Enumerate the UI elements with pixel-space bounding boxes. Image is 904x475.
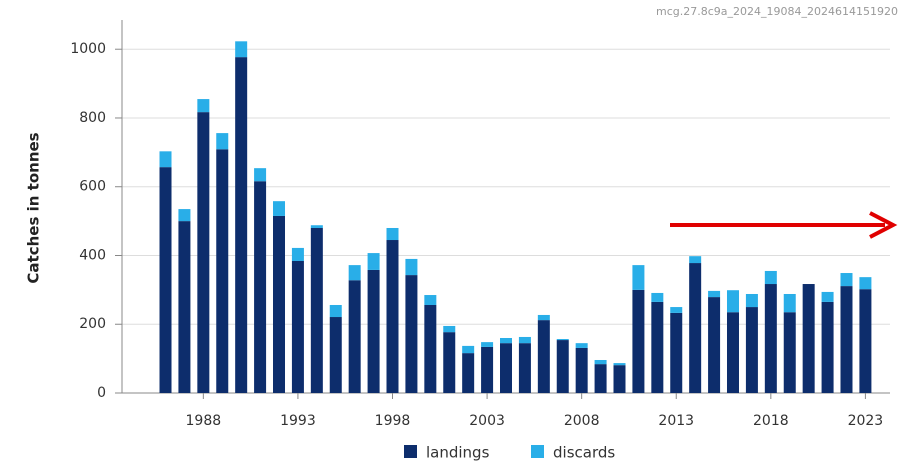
bar-segment (462, 345, 475, 354)
x-tick-label: 1998 (375, 413, 411, 429)
bar-segment (632, 289, 645, 393)
bar-segment (348, 280, 361, 393)
bar-segment (424, 295, 437, 305)
bar-segment (178, 221, 191, 393)
bar-segment (159, 167, 172, 393)
bar-segment (481, 342, 494, 347)
legend-swatch (404, 445, 417, 458)
bar-segment (651, 292, 664, 302)
bar-segment (783, 312, 796, 393)
bar-segment (594, 359, 607, 365)
bar-segment (859, 289, 872, 393)
bar-segment (594, 364, 607, 393)
bar-segment (329, 317, 342, 393)
bar-segment (197, 99, 210, 113)
bar-segment (783, 293, 796, 313)
bar-segment (556, 340, 569, 393)
bar-segment (840, 273, 853, 287)
bar-segment (310, 225, 323, 228)
bar-segment (764, 284, 777, 393)
bar-segment (670, 312, 683, 393)
y-axis-label: Catches in tonnes (25, 132, 43, 283)
bar-segment (216, 133, 229, 150)
y-tick-label: 600 (79, 179, 106, 195)
x-tick-label: 1993 (280, 413, 316, 429)
bar-segment (745, 307, 758, 393)
x-tick-label: 1988 (186, 413, 222, 429)
bar-segment (235, 57, 248, 393)
bar-segment (386, 227, 399, 241)
y-tick-label: 400 (79, 247, 106, 263)
bar-segment (537, 314, 550, 321)
bar-segment (840, 286, 853, 393)
bar-segment (367, 253, 380, 270)
bar-segment (670, 307, 683, 313)
x-tick-label: 2013 (658, 413, 694, 429)
bar-segment (273, 215, 286, 393)
bar-segment (443, 332, 456, 393)
y-tick-label: 800 (79, 110, 106, 126)
bar-segment (500, 343, 512, 393)
bar-segment (405, 258, 418, 276)
bar-segment (254, 168, 267, 182)
bar-segment (424, 304, 437, 393)
bar-segment (821, 301, 834, 393)
bar-segment (651, 301, 664, 393)
bar-segment (254, 181, 267, 393)
bar-segment (726, 290, 739, 313)
bar-segment (632, 265, 645, 290)
bar-segment (537, 320, 550, 393)
bar-segment (556, 339, 569, 341)
bar-segment (462, 353, 475, 393)
bar-segment (329, 304, 342, 318)
arrow-head (869, 211, 898, 239)
y-tick-label: 1000 (70, 41, 106, 57)
bar-segment (273, 201, 286, 216)
bar-segment (745, 293, 758, 308)
bar-segment (689, 263, 702, 393)
bar-segment (481, 346, 494, 393)
y-tick-label: 0 (97, 385, 106, 401)
bar-segment (348, 265, 361, 281)
bar-segment (386, 240, 399, 393)
bar-segment (821, 291, 834, 302)
bar-segment (405, 275, 418, 393)
legend-label: discards (553, 444, 615, 462)
x-tick-label: 2008 (564, 413, 600, 429)
bar-segment (178, 209, 191, 222)
bar-segment (575, 343, 588, 348)
bar-segment (859, 277, 872, 290)
bar-segment (443, 325, 456, 333)
bar-segment (235, 41, 248, 58)
x-tick-label: 2018 (753, 413, 789, 429)
bar-segment (367, 269, 380, 393)
bar-segment (518, 336, 531, 344)
y-tick-label: 200 (79, 316, 106, 332)
bar-segment (518, 343, 531, 393)
source-id: mcg.27.8c9a_2024_19084_2024614151920 (656, 5, 898, 18)
bar-segment (689, 256, 702, 264)
legend-swatch (531, 445, 544, 458)
bar-segment (708, 297, 721, 393)
bar-segment (216, 149, 229, 393)
x-tick-label: 2023 (848, 413, 884, 429)
bar-segment (575, 347, 588, 393)
x-tick-label: 2003 (469, 413, 505, 429)
bar-segment (708, 290, 721, 298)
bar-segment (726, 312, 739, 393)
bar-segment (613, 363, 626, 366)
bar-segment (291, 260, 304, 393)
bar-segment (500, 337, 512, 344)
legend-label: landings (426, 444, 490, 462)
bar-segment (291, 247, 304, 261)
bar-segment (197, 112, 210, 393)
bar-segment (613, 365, 626, 393)
bar-segment (802, 284, 815, 393)
bar-segment (310, 227, 323, 393)
bar-segment (159, 151, 172, 168)
bar-segment (764, 270, 777, 285)
